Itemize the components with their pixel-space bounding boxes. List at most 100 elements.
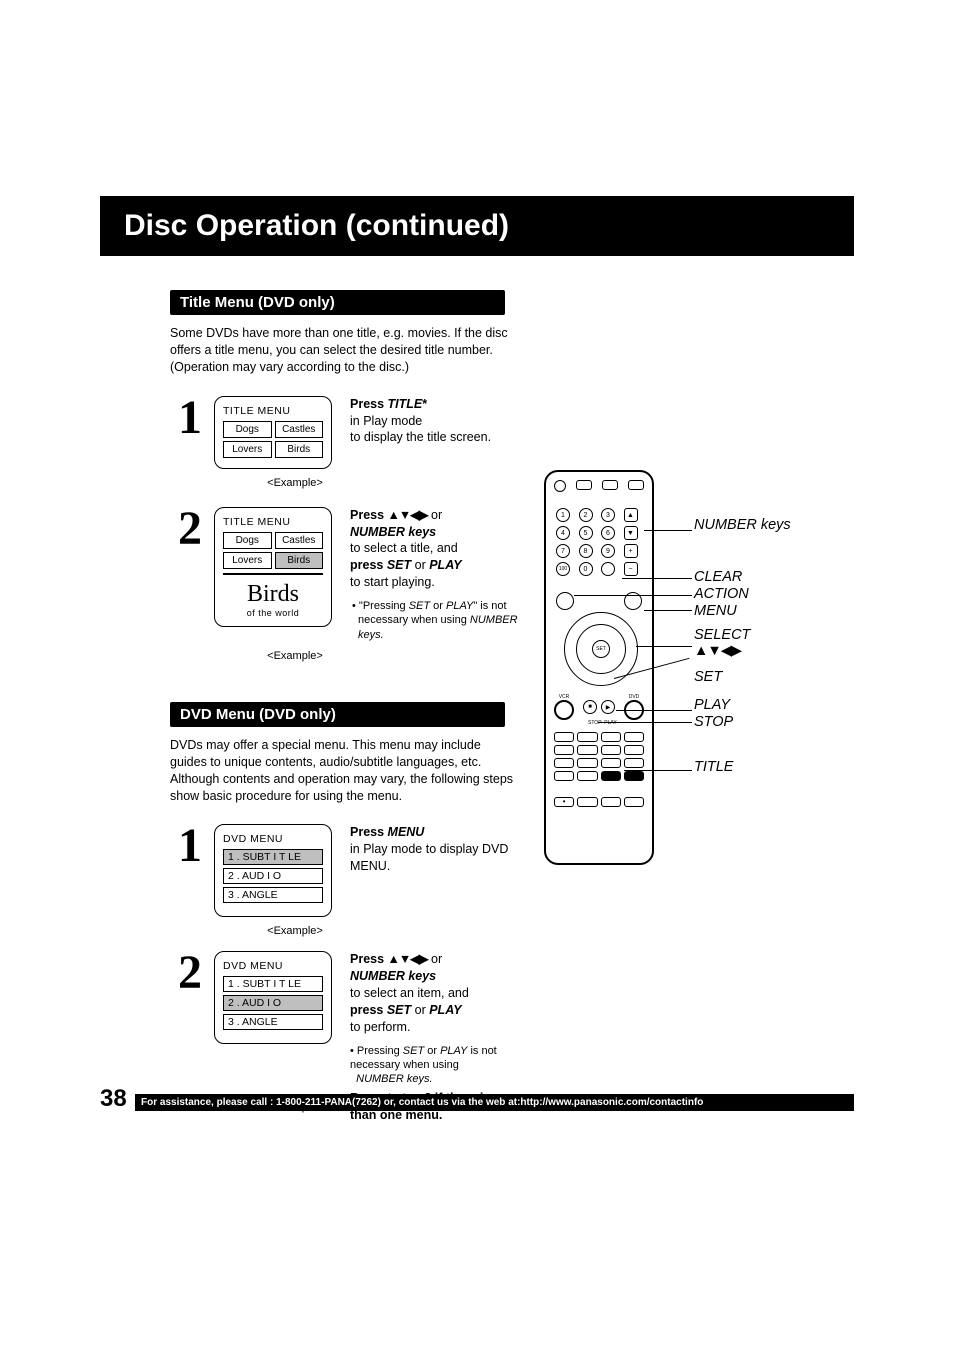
number-pad: 123▲ 456▼ 789+ 1000− [556, 508, 642, 576]
line: to select a title, and [350, 541, 458, 555]
grid-item: Birds [275, 441, 324, 458]
menu-row: 3 . ANGLE [223, 1014, 323, 1030]
ch-up-key: ▲ [624, 508, 638, 522]
remote-label-menu: MENU [694, 604, 737, 620]
menu-row-selected: 1 . SUBT I T LE [223, 849, 323, 865]
example-label: <Example> [214, 925, 376, 937]
arrow-keys: ▲▼◀▶ [388, 952, 428, 966]
remote-label-select: SELECT ▲▼◀▶ [694, 628, 750, 660]
grid-item: Lovers [223, 552, 272, 569]
remote-label-play: PLAY [694, 698, 730, 714]
or-label: or [411, 558, 429, 572]
number-keys-label: NUMBER keys. [356, 1073, 432, 1085]
menu-row: 1 . SUBT I T LE [223, 976, 323, 992]
play-key: PLAY [440, 1045, 467, 1057]
num-key: 2 [579, 508, 593, 522]
num-key: 7 [556, 544, 570, 558]
vol-up-key: + [624, 544, 638, 558]
dvd-menu-screen-1: DVD MENU 1 . SUBT I T LE 2 . AUD I O 3 .… [214, 824, 332, 917]
leader-line [624, 770, 692, 771]
or-label: or [424, 1045, 440, 1057]
press-label: Press [350, 397, 388, 411]
leader-line [598, 722, 692, 723]
number-keys-label: NUMBER keys [350, 525, 436, 539]
page-number: 38 [100, 1085, 127, 1113]
leader-line [574, 595, 692, 596]
line: to select an item, and [350, 986, 469, 1000]
stop-key: ■ [583, 700, 597, 714]
remote-top-row [554, 480, 644, 492]
title-menu-step1: 1 TITLE MENU Dogs Castles Lovers Birds P… [170, 396, 854, 469]
remote-button [576, 480, 592, 490]
or-label: or [428, 508, 443, 522]
remote-label-set: SET [694, 670, 722, 686]
remote-control-diagram: 123▲ 456▼ 789+ 1000− SET VCR ■▶ DVD STOP… [544, 470, 844, 870]
section-title-menu-header: Title Menu (DVD only) [170, 290, 505, 315]
num-key: 0 [579, 562, 593, 576]
leader-line [616, 710, 692, 711]
section-dvd-menu-header: DVD Menu (DVD only) [170, 702, 505, 727]
title-menu-screen-2: TITLE MENU Dogs Castles Lovers Birds Bir… [214, 507, 332, 627]
remote-label-action: ACTION [694, 587, 749, 603]
label-text: SELECT [694, 627, 750, 643]
grid-item: Dogs [223, 532, 272, 549]
menu-row-selected: 2 . AUD I O [223, 995, 323, 1011]
step-text: Press MENU in Play mode to display DVD M… [350, 824, 525, 875]
step-text: Press ▲▼◀▶ or NUMBER keys to select a ti… [350, 507, 525, 642]
grid-item: Dogs [223, 421, 272, 438]
step-text: Press TITLE* in Play mode to display the… [350, 396, 525, 447]
num-key: 3 [601, 508, 615, 522]
title-key [601, 771, 621, 781]
power-icon [554, 480, 566, 492]
grid-item: Castles [275, 421, 324, 438]
leader-line [644, 610, 692, 611]
num-key: 100 [556, 562, 570, 576]
num-key: 9 [601, 544, 615, 558]
clear-key [601, 562, 615, 576]
dvd-menu-screen-2: DVD MENU 1 . SUBT I T LE 2 . AUD I O 3 .… [214, 951, 332, 1044]
remote-label-title: TITLE [694, 760, 733, 776]
menu-row: 2 . AUD I O [223, 868, 323, 884]
example-label: <Example> [214, 650, 376, 662]
num-key: 8 [579, 544, 593, 558]
set-key: SET [592, 640, 610, 658]
num-key: 4 [556, 526, 570, 540]
set-key: SET [387, 1003, 411, 1017]
header-band: Disc Operation (continued) [100, 196, 854, 256]
remote-body: 123▲ 456▼ 789+ 1000− SET VCR ■▶ DVD STOP… [544, 470, 654, 865]
ch-down-key: ▼ [624, 526, 638, 540]
remote-label-number: NUMBER keys [694, 518, 791, 534]
leader-line [622, 578, 692, 579]
grid-item: Lovers [223, 441, 272, 458]
remote-middle-grid [554, 732, 644, 781]
remote-label-clear: CLEAR [694, 570, 742, 586]
example-label: <Example> [214, 477, 376, 489]
line: to start playing. [350, 575, 435, 589]
leader-line [644, 530, 692, 531]
section-title-menu-intro: Some DVDs have more than one title, e.g.… [170, 325, 515, 376]
topmenu-key [624, 771, 644, 781]
or-label: or [430, 600, 446, 612]
remote-bottom-grid [554, 797, 644, 807]
stop-play-labels: STOP PLAY [588, 720, 617, 726]
arrow-keys: ▲▼◀▶ [388, 508, 428, 522]
section-dvd-menu-intro: DVDs may offer a special menu. This menu… [170, 737, 515, 805]
step-note: • "Pressing SET or PLAY" is not necessar… [350, 599, 525, 642]
line: to perform. [350, 1020, 410, 1034]
remote-button [602, 480, 618, 490]
leader-line [636, 646, 692, 647]
remote-button [628, 480, 644, 490]
menu-key: MENU [388, 825, 425, 839]
header-title: Disc Operation (continued) [124, 209, 509, 243]
title-key: TITLE [388, 397, 423, 411]
press-label: press [350, 1003, 387, 1017]
press-label: Press [350, 952, 388, 966]
step-note: • Pressing SET or PLAY is not necessary … [350, 1044, 525, 1087]
vcr-dvd-row: VCR ■▶ DVD [554, 694, 644, 720]
number-keys-label: NUMBER keys [350, 969, 436, 983]
asterisk: * [422, 397, 427, 411]
screen-title: TITLE MENU [223, 405, 323, 417]
screen-title: TITLE MENU [223, 516, 323, 528]
expanded-title: Birds [223, 581, 323, 608]
menu-row: 3 . ANGLE [223, 887, 323, 903]
